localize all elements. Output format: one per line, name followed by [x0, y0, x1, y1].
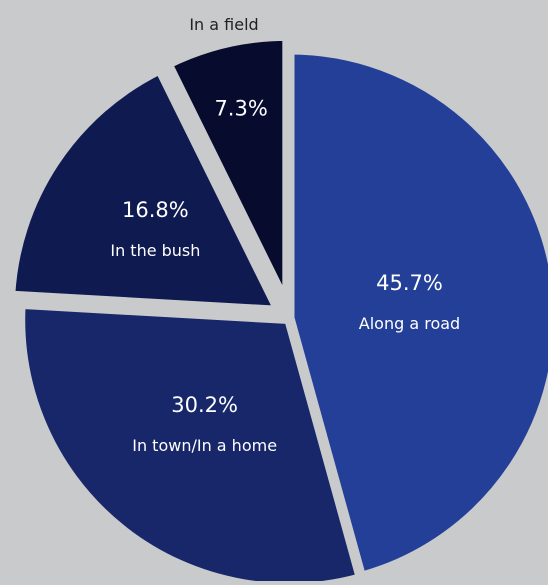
slice-value-in-a-field: 7.3% [214, 97, 267, 121]
pie-slice-along-a-road [285, 45, 548, 582]
pie-slices [6, 31, 548, 585]
slice-label-in-the-bush: In the bush [110, 241, 200, 260]
pie-labels: 45.7% Along a road 30.2% In town/In a home 1… [110, 15, 460, 455]
slice-label-along-a-road: Along a road [359, 314, 460, 333]
slice-value-in-town-in-a-home: 30.2% [171, 393, 238, 417]
slice-label-in-a-field: In a field [189, 15, 258, 34]
slice-value-in-the-bush: 16.8% [122, 198, 189, 222]
slice-label-in-town-in-a-home: In town/In a home [132, 436, 277, 455]
pie-slice-in-town-in-a-home [16, 299, 366, 585]
slice-value-along-a-road: 45.7% [376, 271, 443, 295]
pie-slice-in-the-bush [6, 63, 286, 316]
pie-slice-in-a-field [162, 31, 292, 307]
